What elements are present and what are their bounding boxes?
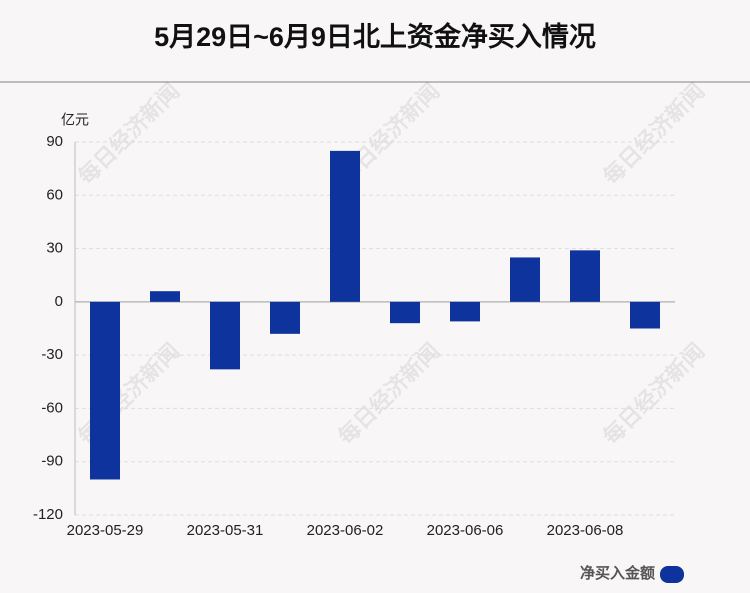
bar xyxy=(330,150,360,302)
y-tick-label: 90 xyxy=(46,133,63,150)
x-tick-label: 2023-06-02 xyxy=(307,522,384,539)
y-tick-label: -90 xyxy=(41,453,63,470)
bar xyxy=(570,250,600,302)
bar xyxy=(630,301,660,329)
y-tick-label: -120 xyxy=(33,506,63,523)
x-tick-label: 2023-06-08 xyxy=(547,522,624,539)
x-tick-label: 2023-05-29 xyxy=(67,522,144,539)
legend-swatch xyxy=(660,566,684,583)
x-tick-label: 2023-05-31 xyxy=(187,522,264,539)
legend-label: 净买入金额 xyxy=(580,564,655,582)
y-tick-label: 0 xyxy=(55,293,63,310)
x-tick-label: 2023-06-06 xyxy=(427,522,504,539)
bar xyxy=(150,291,180,302)
bar xyxy=(270,301,300,334)
y-tick-label: -60 xyxy=(41,399,63,416)
bar xyxy=(450,301,480,322)
y-tick-label: -30 xyxy=(41,346,63,363)
bar xyxy=(390,301,420,324)
chart-title: 5月29日~6月9日北上资金净买入情况 xyxy=(154,21,596,52)
bar xyxy=(510,257,540,302)
bar xyxy=(90,301,120,480)
bar xyxy=(210,301,240,370)
y-axis-unit: 亿元 xyxy=(61,112,89,128)
y-tick-label: 30 xyxy=(46,240,63,257)
y-tick-label: 60 xyxy=(46,186,63,203)
